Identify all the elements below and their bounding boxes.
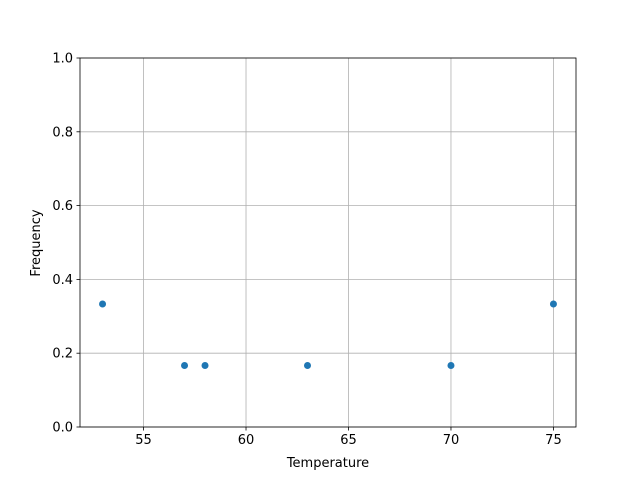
data-points bbox=[99, 300, 557, 369]
x-tick-label: 75 bbox=[545, 433, 562, 448]
ticks: 55 60 65 70 75 0.0 0.2 0.4 0.6 0.8 1.0 bbox=[52, 52, 561, 449]
x-tick-label: 70 bbox=[443, 433, 460, 448]
y-tick-label: 1.0 bbox=[52, 52, 73, 67]
y-tick-label: 0.8 bbox=[52, 125, 73, 140]
y-tick-label: 0.0 bbox=[52, 421, 73, 436]
y-tick-label: 0.4 bbox=[52, 273, 73, 288]
data-point bbox=[201, 361, 209, 369]
x-tick-label: 65 bbox=[340, 433, 357, 448]
data-point bbox=[181, 361, 189, 369]
data-point bbox=[304, 361, 312, 369]
grid-lines bbox=[80, 57, 576, 428]
x-axis-label: Temperature bbox=[286, 456, 369, 471]
y-tick-label: 0.2 bbox=[52, 347, 73, 362]
axes-frame bbox=[79, 57, 577, 428]
data-point bbox=[99, 300, 107, 308]
y-tick-label: 0.6 bbox=[52, 199, 73, 214]
x-tick-label: 55 bbox=[135, 433, 152, 448]
y-axis-label: Frequency bbox=[29, 209, 44, 276]
data-point bbox=[447, 361, 455, 369]
x-tick-label: 60 bbox=[238, 433, 255, 448]
data-point bbox=[549, 300, 557, 308]
